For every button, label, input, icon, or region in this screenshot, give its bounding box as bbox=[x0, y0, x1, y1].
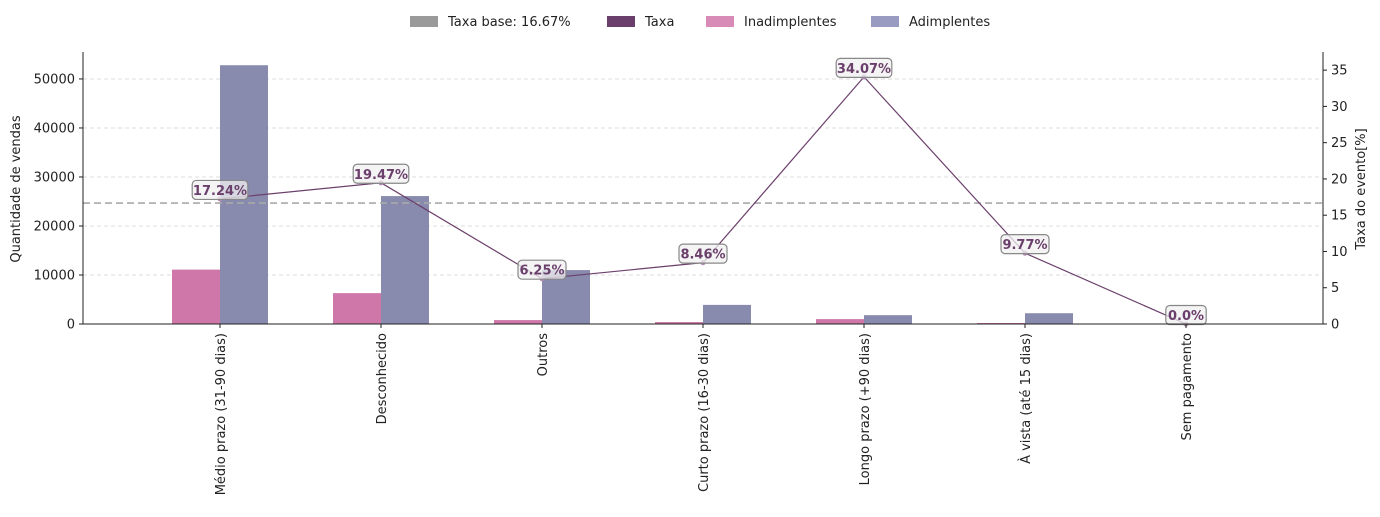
y2-tick-label: 35 bbox=[1331, 64, 1348, 79]
bar-adimplentes bbox=[1025, 313, 1073, 324]
x-tick-label: Médio prazo (31-90 dias) bbox=[214, 333, 229, 495]
y-tick-label: 30000 bbox=[34, 170, 75, 185]
x-tick-label: Outros bbox=[536, 333, 551, 377]
y2-tick-label: 15 bbox=[1331, 209, 1348, 224]
x-tick-label: À vista (até 15 dias) bbox=[1018, 333, 1034, 464]
y-tick-label: 10000 bbox=[34, 268, 75, 283]
rate-label: 9.77% bbox=[1002, 238, 1047, 253]
y2-tick-label: 10 bbox=[1331, 245, 1348, 260]
y2-tick-label: 20 bbox=[1331, 172, 1348, 187]
legend-label: Inadimplentes bbox=[744, 15, 837, 30]
y2-axis-title: Taxa do evento[%] bbox=[1354, 128, 1369, 250]
y-axis-title: Quantidade de vendas bbox=[9, 115, 24, 263]
rate-label: 6.25% bbox=[519, 264, 564, 279]
rate-label-box bbox=[1000, 234, 1050, 255]
y-tick-label: 50000 bbox=[34, 72, 75, 87]
y-tick-label: 40000 bbox=[34, 121, 75, 136]
x-tick-label: Sem pagamento bbox=[1180, 333, 1195, 440]
rate-label: 34.07% bbox=[837, 62, 891, 77]
legend: Taxa base: 16.67% Taxa Inadimplentes Adimpl… bbox=[410, 15, 990, 30]
legend-swatch bbox=[410, 16, 438, 27]
y-tick-label: 0 bbox=[67, 318, 75, 333]
bar-adimplentes bbox=[381, 196, 429, 324]
bar-adimplentes bbox=[864, 315, 912, 324]
rate-label-box bbox=[678, 243, 728, 264]
bar-inadimplentes bbox=[655, 322, 703, 324]
bar-inadimplentes bbox=[494, 320, 542, 324]
y2-tick-label: 30 bbox=[1331, 100, 1348, 115]
rate-label-box bbox=[517, 259, 567, 280]
y-tick-label: 20000 bbox=[34, 219, 75, 234]
x-tick-label: Curto prazo (16-30 dias) bbox=[697, 333, 712, 492]
rate-label: 8.46% bbox=[680, 248, 725, 263]
rate-line bbox=[219, 75, 1187, 325]
bar-inadimplentes bbox=[816, 319, 864, 324]
bars bbox=[172, 65, 1073, 325]
legend-label: Taxa base: 16.67% bbox=[447, 15, 571, 30]
rate-label-box bbox=[191, 179, 249, 201]
rate-label-box bbox=[835, 57, 893, 78]
y2-tick-label: 25 bbox=[1331, 136, 1348, 151]
x-tick-label: Desconhecido bbox=[375, 333, 390, 424]
axes: 0 10000 20000 30000 40000 50000 0 5 10 15 20 25 30 35… bbox=[34, 52, 1348, 495]
y2-tick-label: 0 bbox=[1331, 318, 1339, 333]
rate-label: 0.0% bbox=[1168, 309, 1204, 324]
y2-tick-label: 5 bbox=[1331, 281, 1339, 296]
legend-label: Adimplentes bbox=[909, 15, 990, 30]
legend-label: Taxa bbox=[644, 15, 674, 30]
rate-label: 19.47% bbox=[354, 168, 408, 183]
legend-swatch bbox=[871, 16, 899, 27]
bar-adimplentes bbox=[703, 304, 751, 324]
legend-swatch bbox=[607, 16, 635, 27]
rate-line-group: 17.24% 19.47% 6.25% 8.46% 34.07% 9.77% 0.0% bbox=[191, 57, 1207, 327]
gridlines bbox=[83, 78, 1323, 276]
x-tick-label: Longo prazo (+90 dias) bbox=[858, 333, 873, 485]
rate-label: 17.24% bbox=[193, 184, 247, 199]
bar-inadimplentes bbox=[333, 293, 381, 324]
legend-swatch bbox=[706, 16, 734, 27]
bar-inadimplentes bbox=[172, 269, 220, 324]
rate-label-box bbox=[352, 163, 410, 184]
